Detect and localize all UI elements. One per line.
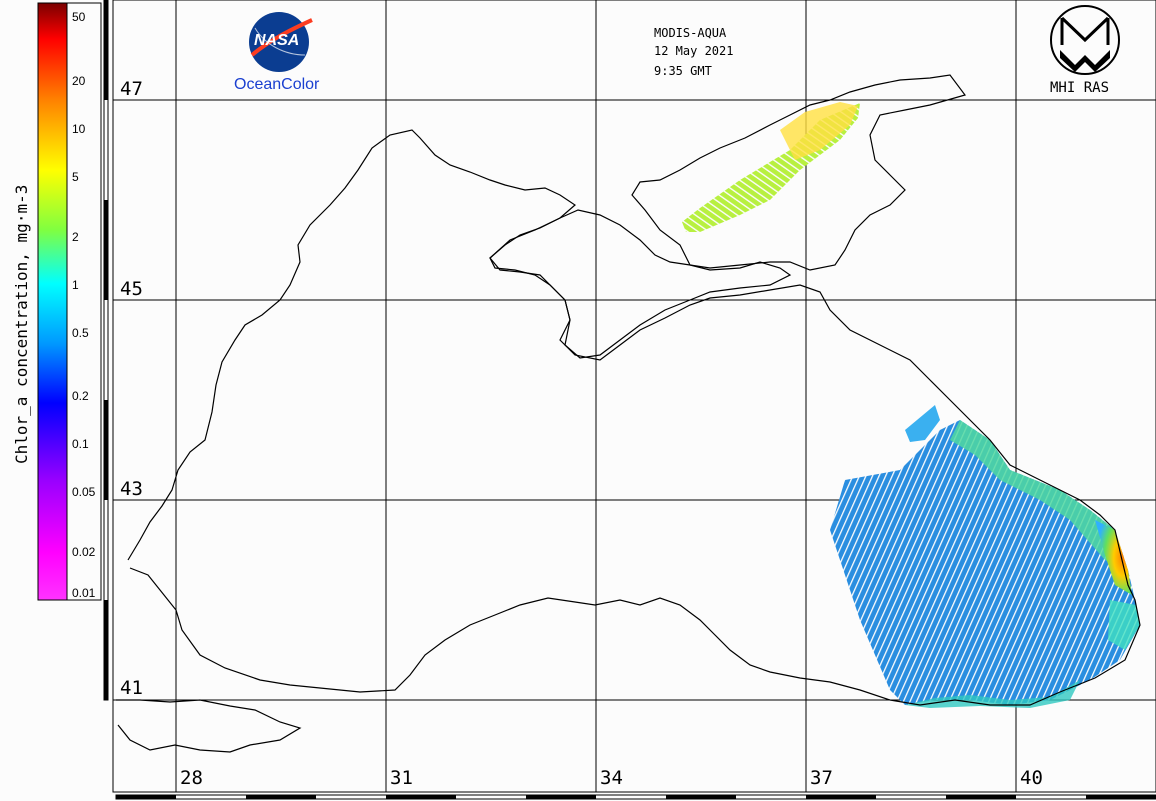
oceancolor-logo-text: OceanColor [234,76,320,93]
colorbar-tick: 5 [72,170,79,184]
colorbar-label-box [66,2,102,601]
map-frame [112,0,1156,793]
coastline [116,74,1141,753]
lon-label: 34 [600,767,623,789]
colorbar-tick: 10 [72,122,86,136]
mhi-logo-text: MHI RAS [1050,80,1110,96]
colorbar-tick: 0.01 [72,586,96,600]
colorbar-tick: 1 [72,278,79,292]
colorbar-tick: 20 [72,74,86,88]
lon-label: 37 [810,767,833,789]
colorbar-tick: 2 [72,230,79,244]
colorbar-tick: 0.05 [72,485,96,499]
lon-label: 40 [1020,767,1043,789]
lat-label: 45 [120,278,143,300]
colorbar-tick: 50 [72,10,86,24]
lat-label: 41 [120,677,143,699]
colorbar-tick: 0.5 [72,326,89,340]
east-swath [830,420,1140,705]
colorbar-gradient [37,2,68,601]
lat-label: 47 [120,78,143,100]
colorbar-tick: 0.2 [72,389,89,403]
colorbar-tick: 0.1 [72,437,89,451]
sensor-label: MODIS-AQUA [654,26,727,40]
colorbar-label: Chlor_a concentration, mg·m-3 [12,184,31,464]
date-label: 12 May 2021 [654,44,734,58]
colorbar-tick: 0.02 [72,545,96,559]
lon-label: 31 [390,767,413,789]
nasa-logo-text: NASA [254,32,300,49]
graticule [113,0,1156,792]
lat-label: 43 [120,478,143,500]
lon-label: 28 [180,767,203,789]
time-label: 9:35 GMT [654,64,712,78]
